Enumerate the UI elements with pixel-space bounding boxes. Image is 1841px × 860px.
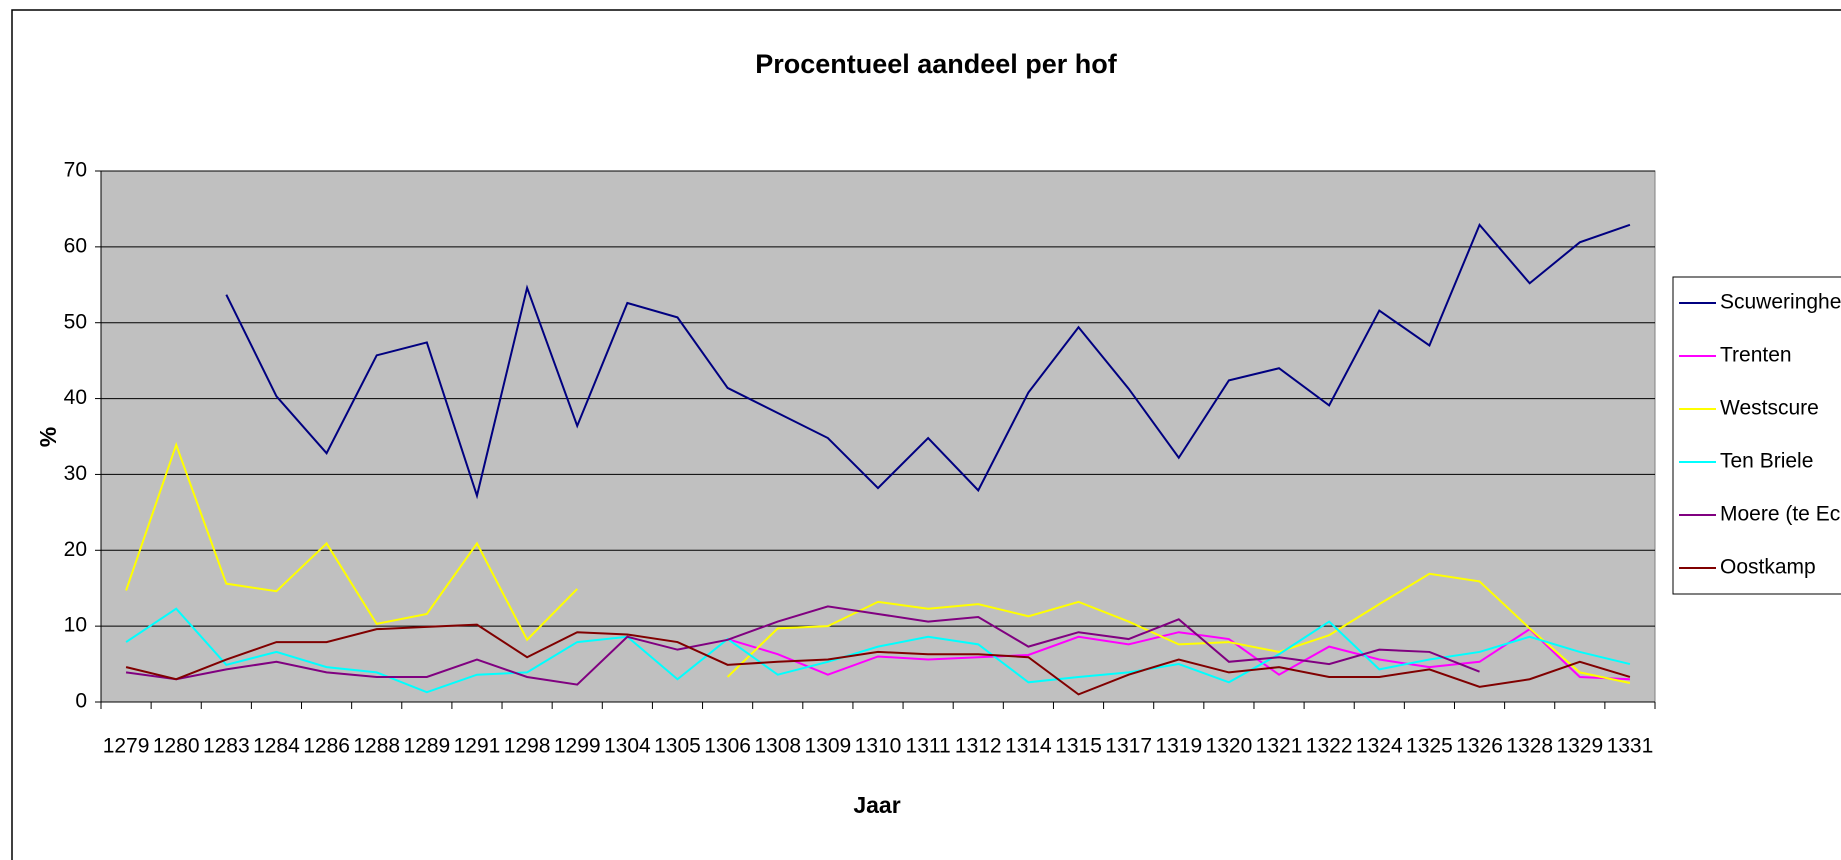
x-tick-label: 1305 — [654, 735, 701, 758]
x-tick-label: 1310 — [855, 735, 902, 758]
x-axis-title: Jaar — [853, 792, 900, 818]
x-tick-label: 1299 — [554, 735, 601, 758]
x-tick-label: 1308 — [754, 735, 801, 758]
x-tick-label: 1322 — [1306, 735, 1353, 758]
x-tick-label: 1321 — [1256, 735, 1303, 758]
x-tick-label: 1306 — [704, 735, 751, 758]
x-tick-label: 1284 — [253, 735, 300, 758]
series-line — [125, 623, 1631, 696]
y-tick-label: 60 — [64, 234, 87, 257]
chart-title: Procentueel aandeel per hof — [755, 49, 1118, 79]
x-tick-label: 1320 — [1206, 735, 1253, 758]
x-tick-label: 1298 — [504, 735, 551, 758]
y-axis-title: % — [35, 427, 61, 447]
x-tick-label: 1283 — [203, 735, 250, 758]
x-tick-label: 1304 — [604, 735, 651, 758]
x-tick-label: 1326 — [1456, 735, 1503, 758]
x-tick-label: 1315 — [1055, 735, 1102, 758]
x-tick-label: 1314 — [1005, 735, 1052, 758]
x-tick-label: 1280 — [153, 735, 200, 758]
x-tick-label: 1325 — [1406, 735, 1453, 758]
x-tick-label: 1311 — [906, 735, 951, 758]
x-tick-label: 1309 — [805, 735, 852, 758]
series-line — [125, 441, 1631, 685]
y-tick-label: 40 — [64, 386, 87, 409]
x-tick-label: 1286 — [303, 735, 350, 758]
y-tick-label: 0 — [75, 690, 87, 713]
series-line — [125, 605, 1480, 686]
y-tick-label: 30 — [64, 462, 87, 485]
legend-label: Trenten — [1720, 344, 1792, 367]
y-tick-label: 50 — [64, 310, 87, 333]
x-tick-label: 1331 — [1607, 735, 1654, 758]
legend-label: Moere (te Eclo — [1720, 503, 1841, 526]
y-tick-label: 70 — [64, 159, 87, 182]
x-tick-label: 1288 — [353, 735, 400, 758]
x-tick-label: 1312 — [955, 735, 1002, 758]
series-line — [125, 607, 1631, 694]
legend-label: Ten Briele — [1720, 450, 1813, 473]
x-tick-label: 1328 — [1506, 735, 1553, 758]
x-tick-label: 1279 — [103, 735, 150, 758]
x-tick-label: 1317 — [1105, 735, 1152, 758]
legend-label: Westscure — [1720, 397, 1819, 420]
x-tick-label: 1289 — [403, 735, 450, 758]
x-tick-label: 1291 — [454, 735, 501, 758]
series-line — [225, 222, 1631, 500]
legend-label: Oostkamp — [1720, 556, 1816, 579]
x-tick-label: 1319 — [1155, 735, 1202, 758]
y-tick-label: 10 — [64, 614, 87, 637]
y-tick-label: 20 — [64, 538, 87, 561]
legend-label: Scuweringhe — [1720, 291, 1841, 314]
series-line — [727, 627, 1630, 681]
legend-box — [1672, 276, 1841, 595]
x-tick-label: 1329 — [1556, 735, 1603, 758]
x-tick-label: 1324 — [1356, 735, 1403, 758]
